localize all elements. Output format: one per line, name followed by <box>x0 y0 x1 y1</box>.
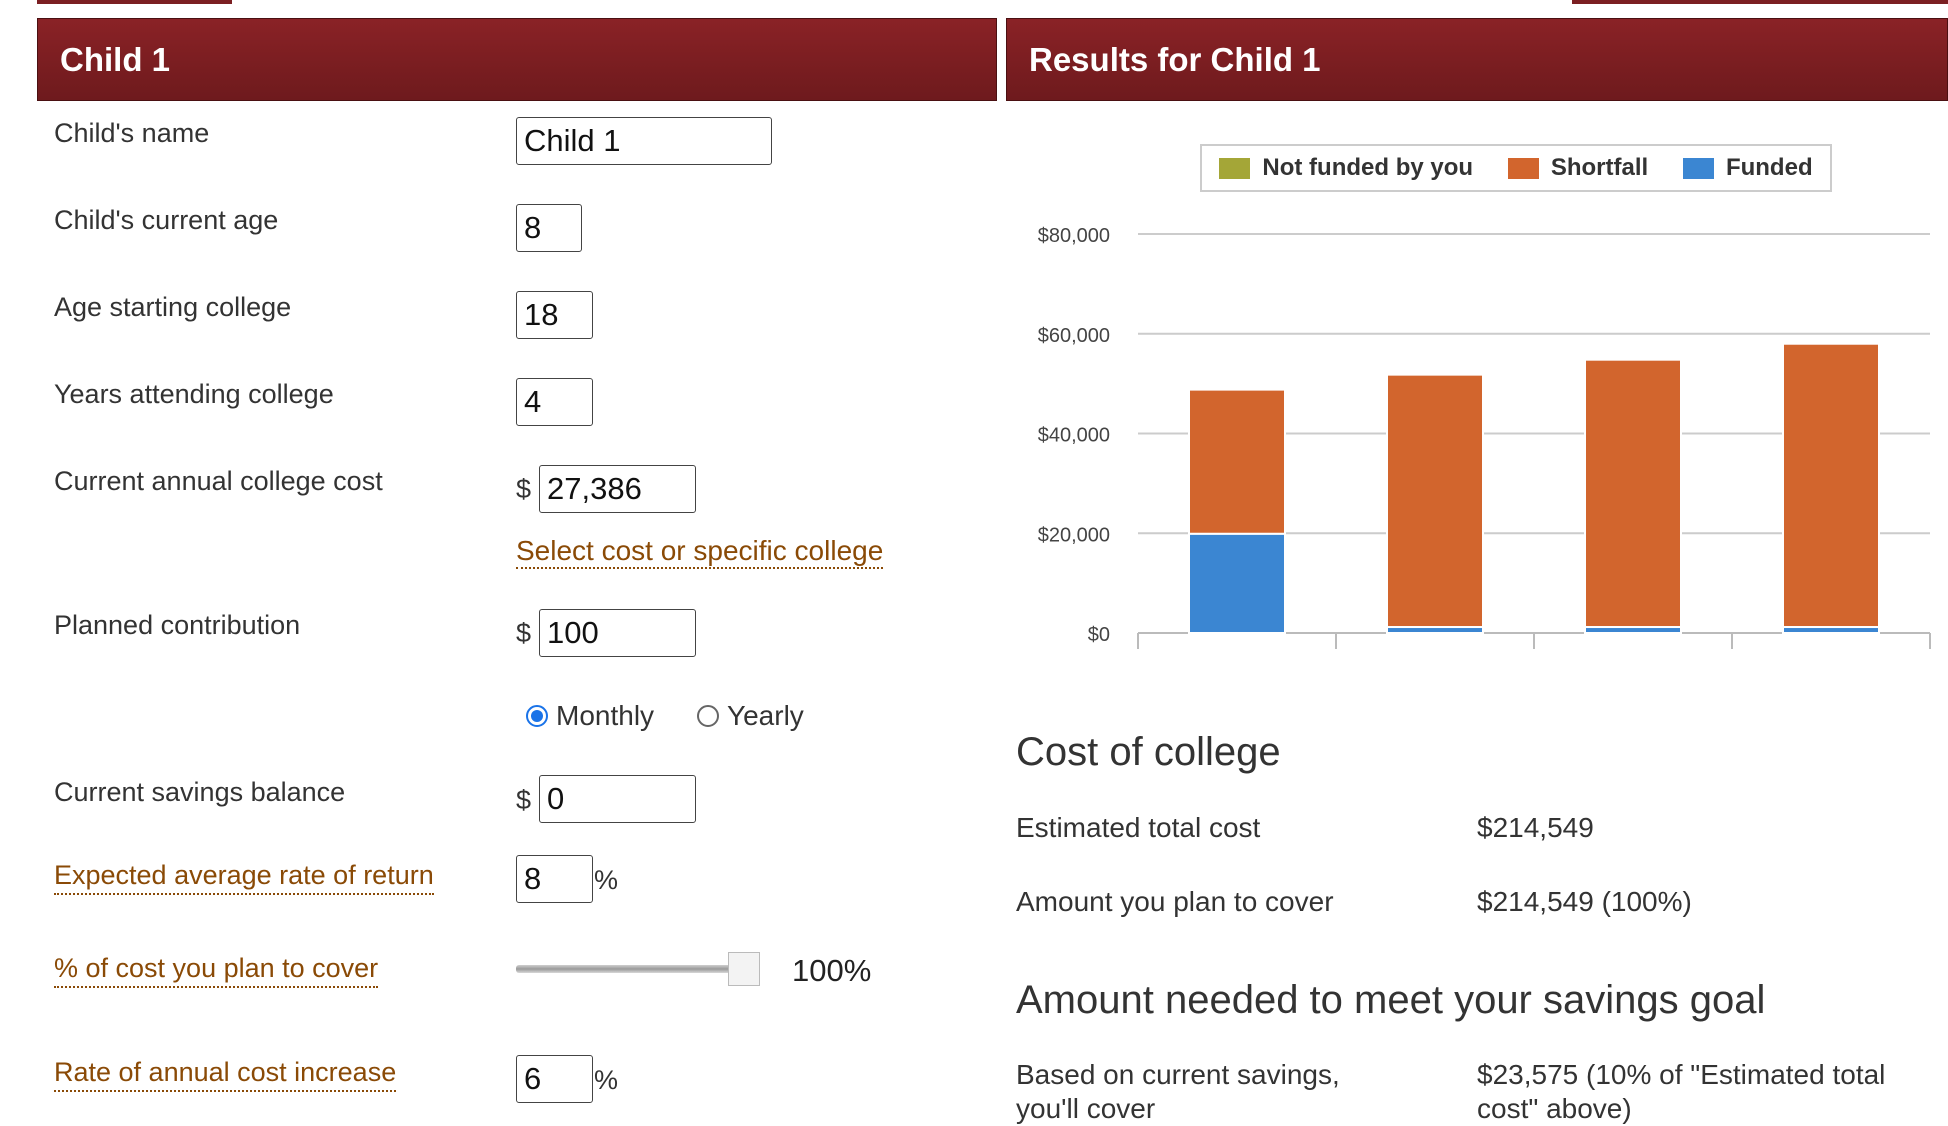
cost-to-cover-link[interactable]: % of cost you plan to cover <box>54 953 379 988</box>
current-savings-cover-value: $23,575 (10% of "Estimated total cost" a… <box>1477 1059 1886 1124</box>
legend-label-shortfall: Shortfall <box>1550 154 1649 181</box>
age-starting-label: Age starting college <box>54 292 292 322</box>
age-starting-input[interactable]: 18 <box>516 291 593 339</box>
current-age-label: Child's current age <box>54 205 279 235</box>
bar-funded-2032 <box>1188 532 1286 634</box>
legend-swatch-funded <box>1682 157 1714 179</box>
plan-cover-value: $214,549 (100%) <box>1477 886 1692 917</box>
results-panel-header: Results for Child 1 <box>1006 18 1948 101</box>
top-tab-left <box>37 0 232 4</box>
annual-increase-link[interactable]: Rate of annual cost increase <box>54 1057 397 1092</box>
rate-of-return-link[interactable]: Expected average rate of return <box>54 860 434 895</box>
y-tick-label: $40,000 <box>1038 425 1110 447</box>
child-panel-header: Child 1 <box>37 18 997 101</box>
y-tick-label: $20,000 <box>1038 524 1110 546</box>
bar-shortfall-2033 <box>1386 373 1484 629</box>
rate-of-return-input[interactable]: 8 <box>516 855 593 903</box>
years-attending-label: Years attending college <box>54 379 334 409</box>
legend-swatch-shortfall <box>1507 157 1539 179</box>
bar-shortfall-2034 <box>1584 358 1682 629</box>
savings-balance-input[interactable]: 0 <box>539 775 696 823</box>
top-tab-right <box>1572 0 1948 4</box>
current-age-input[interactable]: 8 <box>516 204 582 252</box>
savings-goal-heading: Amount needed to meet your savings goal <box>1016 978 1766 1022</box>
childs-name-label: Child's name <box>54 118 210 148</box>
planned-contribution-input[interactable]: 100 <box>539 609 696 657</box>
yearly-radio[interactable]: Yearly <box>697 700 804 732</box>
y-tick-label: $0 <box>1088 624 1110 646</box>
monthly-radio[interactable]: Monthly <box>526 700 654 732</box>
yearly-radio-label: Yearly <box>727 700 804 731</box>
legend-item-shortfall: Shortfall <box>1507 154 1649 182</box>
annual-cost-label: Current annual college cost <box>54 466 383 496</box>
rate-of-return-unit: % <box>594 865 619 895</box>
savings-balance-label: Current savings balance <box>54 777 346 807</box>
years-attending-input[interactable]: 4 <box>516 378 593 426</box>
y-tick-label: $80,000 <box>1038 225 1110 247</box>
contribution-currency: $ <box>516 618 532 648</box>
annual-cost-currency: $ <box>516 474 532 504</box>
cover-slider-track[interactable] <box>516 965 746 973</box>
select-college-link[interactable]: Select cost or specific college <box>516 535 884 569</box>
total-cost-label: Estimated total cost <box>1016 812 1261 843</box>
bar-shortfall-2032 <box>1188 388 1286 535</box>
cover-slider-handle[interactable] <box>728 952 760 986</box>
legend-swatch-not-funded <box>1219 157 1251 179</box>
legend-item-not-funded: Not funded by you <box>1219 154 1473 182</box>
legend-item-funded: Funded <box>1682 154 1813 182</box>
cost-of-college-heading: Cost of college <box>1016 730 1281 774</box>
monthly-radio-label: Monthly <box>556 700 655 731</box>
plan-cover-label: Amount you plan to cover <box>1016 886 1334 917</box>
yearly-radio-circle[interactable] <box>697 705 719 727</box>
monthly-radio-circle[interactable] <box>526 705 548 727</box>
savings-currency: $ <box>516 785 532 815</box>
planned-contribution-label: Planned contribution <box>54 610 301 640</box>
results-panel-title: Results for Child 1 <box>1029 40 1321 78</box>
legend-label-funded: Funded <box>1725 154 1813 181</box>
annual-increase-input[interactable]: 6 <box>516 1055 593 1103</box>
legend-label-not-funded: Not funded by you <box>1262 154 1474 181</box>
childs-name-input[interactable]: Child 1 <box>516 117 772 165</box>
chart-legend: Not funded by you Shortfall Funded <box>1200 144 1832 192</box>
total-cost-value: $214,549 <box>1477 812 1594 843</box>
annual-increase-unit: % <box>594 1065 619 1095</box>
child-panel-title: Child 1 <box>60 40 171 78</box>
bar-shortfall-2035 <box>1782 342 1880 629</box>
y-tick-label: $60,000 <box>1038 325 1110 347</box>
cover-slider-value: 100% <box>792 953 872 988</box>
annual-cost-input[interactable]: 27,386 <box>539 465 696 513</box>
funding-bar-chart: $0$20,000$40,000$60,000$80,0002032203320… <box>1038 225 1931 649</box>
